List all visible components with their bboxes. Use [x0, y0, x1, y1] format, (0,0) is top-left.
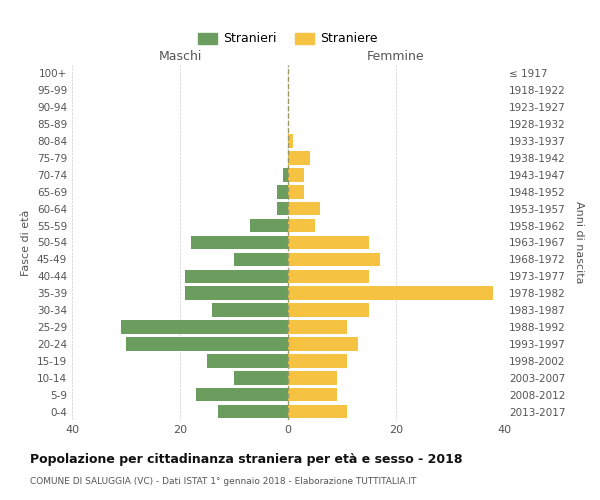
Bar: [212, 304, 288, 317]
Bar: [288, 388, 337, 402]
Bar: [218, 405, 288, 418]
Bar: [288, 354, 347, 368]
Bar: [126, 337, 288, 350]
Bar: [288, 371, 337, 384]
Bar: [207, 354, 288, 368]
Bar: [288, 202, 320, 215]
Bar: [288, 151, 310, 164]
Bar: [234, 252, 288, 266]
Bar: [288, 219, 315, 232]
Text: Maschi: Maschi: [158, 50, 202, 64]
Bar: [185, 286, 288, 300]
Text: COMUNE DI SALUGGIA (VC) - Dati ISTAT 1° gennaio 2018 - Elaborazione TUTTITALIA.I: COMUNE DI SALUGGIA (VC) - Dati ISTAT 1° …: [30, 478, 416, 486]
Bar: [288, 185, 304, 198]
Bar: [196, 388, 288, 402]
Bar: [288, 337, 358, 350]
Bar: [288, 304, 369, 317]
Bar: [288, 168, 304, 181]
Bar: [288, 134, 293, 148]
Bar: [277, 185, 288, 198]
Bar: [185, 270, 288, 283]
Y-axis label: Fasce di età: Fasce di età: [22, 210, 31, 276]
Bar: [283, 168, 288, 181]
Text: Popolazione per cittadinanza straniera per età e sesso - 2018: Popolazione per cittadinanza straniera p…: [30, 452, 463, 466]
Bar: [288, 236, 369, 250]
Bar: [277, 202, 288, 215]
Text: Femmine: Femmine: [367, 50, 425, 64]
Y-axis label: Anni di nascita: Anni di nascita: [574, 201, 584, 284]
Bar: [288, 405, 347, 418]
Bar: [288, 270, 369, 283]
Bar: [288, 286, 493, 300]
Bar: [121, 320, 288, 334]
Bar: [288, 320, 347, 334]
Bar: [234, 371, 288, 384]
Legend: Stranieri, Straniere: Stranieri, Straniere: [194, 28, 382, 49]
Bar: [191, 236, 288, 250]
Bar: [288, 252, 380, 266]
Bar: [250, 219, 288, 232]
